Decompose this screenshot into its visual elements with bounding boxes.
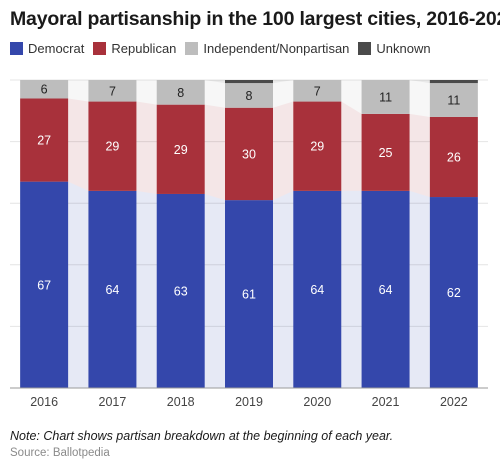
- connector-band: [273, 101, 294, 201]
- legend-item-unknown[interactable]: Unknown: [358, 41, 431, 56]
- connector-band: [136, 101, 157, 194]
- data-label: 29: [105, 140, 119, 154]
- x-tick-label: 2018: [167, 395, 195, 409]
- data-label: 27: [37, 134, 51, 148]
- connector-band: [409, 80, 430, 84]
- connector-band: [341, 101, 362, 191]
- connector-band: [204, 80, 225, 108]
- connector-band: [409, 113, 430, 198]
- bar-segment: [293, 80, 342, 102]
- data-label: 11: [447, 94, 460, 108]
- connector-band: [273, 190, 294, 388]
- data-label: 7: [109, 84, 116, 98]
- x-tick-label: 2022: [440, 395, 468, 409]
- data-label: 25: [379, 146, 393, 160]
- chart-title: Mayoral partisanship in the 100 largest …: [10, 8, 500, 30]
- chart-source: Source: Ballotpedia: [10, 447, 110, 459]
- x-tick-label: 2017: [99, 395, 127, 409]
- bar-segment: [361, 190, 410, 388]
- chart-legend: Democrat Republican Independent/Nonparti…: [10, 41, 440, 56]
- data-label: 26: [447, 151, 461, 165]
- connector-band: [136, 80, 157, 105]
- bar-segment: [225, 80, 273, 84]
- legend-swatch-democrat: [10, 42, 23, 55]
- connector-band: [409, 80, 430, 117]
- data-label: 8: [177, 86, 184, 100]
- bar-segment: [156, 80, 205, 105]
- connector-band: [204, 104, 225, 201]
- connector-band: [136, 190, 157, 388]
- legend-swatch-republican: [93, 42, 107, 55]
- connector-band: [273, 80, 294, 84]
- bar-segment: [88, 101, 137, 191]
- data-label: 11: [379, 90, 392, 104]
- bar-segment: [88, 190, 137, 388]
- data-label: 64: [105, 283, 119, 297]
- bar-segment: [156, 193, 205, 388]
- data-label: 64: [379, 283, 393, 297]
- bar-segment: [293, 101, 342, 191]
- data-label: 6: [41, 83, 48, 97]
- bar-segment: [429, 83, 478, 117]
- legend-label-independent: Independent/Nonpartisan: [203, 41, 350, 56]
- bar-segment: [88, 80, 137, 102]
- legend-item-democrat[interactable]: Democrat: [10, 41, 84, 56]
- bar-segment: [429, 80, 478, 84]
- connector-band: [341, 190, 362, 388]
- data-label: 30: [242, 147, 256, 161]
- x-tick-label: 2020: [303, 395, 331, 409]
- bar-segment: [20, 98, 69, 182]
- bar-segment: [429, 116, 478, 198]
- x-tick-label: 2016: [30, 395, 58, 409]
- data-label: 67: [37, 278, 51, 292]
- legend-label-republican: Republican: [111, 41, 177, 56]
- connector-band: [68, 181, 89, 388]
- connector-band: [273, 80, 294, 108]
- connector-band: [68, 98, 89, 191]
- legend-swatch-unknown: [358, 42, 372, 55]
- legend-item-republican[interactable]: Republican: [93, 41, 176, 56]
- connector-band: [341, 80, 362, 114]
- connector-band: [204, 193, 225, 388]
- legend-swatch-independent: [185, 42, 199, 55]
- bar-segment: [225, 200, 273, 388]
- bar-segment: [20, 80, 69, 99]
- bar-segment: [429, 197, 478, 388]
- chart-note: Note: Chart shows partisan breakdown at …: [10, 429, 394, 443]
- bar-segment: [20, 181, 69, 388]
- data-label: 7: [314, 84, 321, 98]
- data-label: 8: [246, 89, 253, 103]
- bar-segment: [361, 80, 410, 114]
- legend-item-independent[interactable]: Independent/Nonpartisan: [185, 41, 349, 56]
- data-label: 62: [447, 286, 461, 300]
- bar-segment: [225, 83, 273, 108]
- data-label: 61: [242, 288, 256, 302]
- x-tick-label: 2019: [235, 395, 263, 409]
- bar-segment: [225, 107, 273, 201]
- data-label: 63: [174, 284, 188, 298]
- data-label: 29: [174, 143, 188, 157]
- connector-band: [409, 190, 430, 388]
- legend-label-democrat: Democrat: [28, 41, 85, 56]
- bar-segment: [293, 190, 342, 388]
- bar-segment: [361, 113, 410, 191]
- legend-label-unknown: Unknown: [376, 41, 431, 56]
- x-tick-label: 2021: [372, 395, 400, 409]
- data-label: 29: [310, 140, 324, 154]
- connector-band: [68, 80, 89, 102]
- connector-band: [204, 80, 225, 84]
- data-label: 64: [310, 283, 324, 297]
- bar-segment: [156, 104, 205, 194]
